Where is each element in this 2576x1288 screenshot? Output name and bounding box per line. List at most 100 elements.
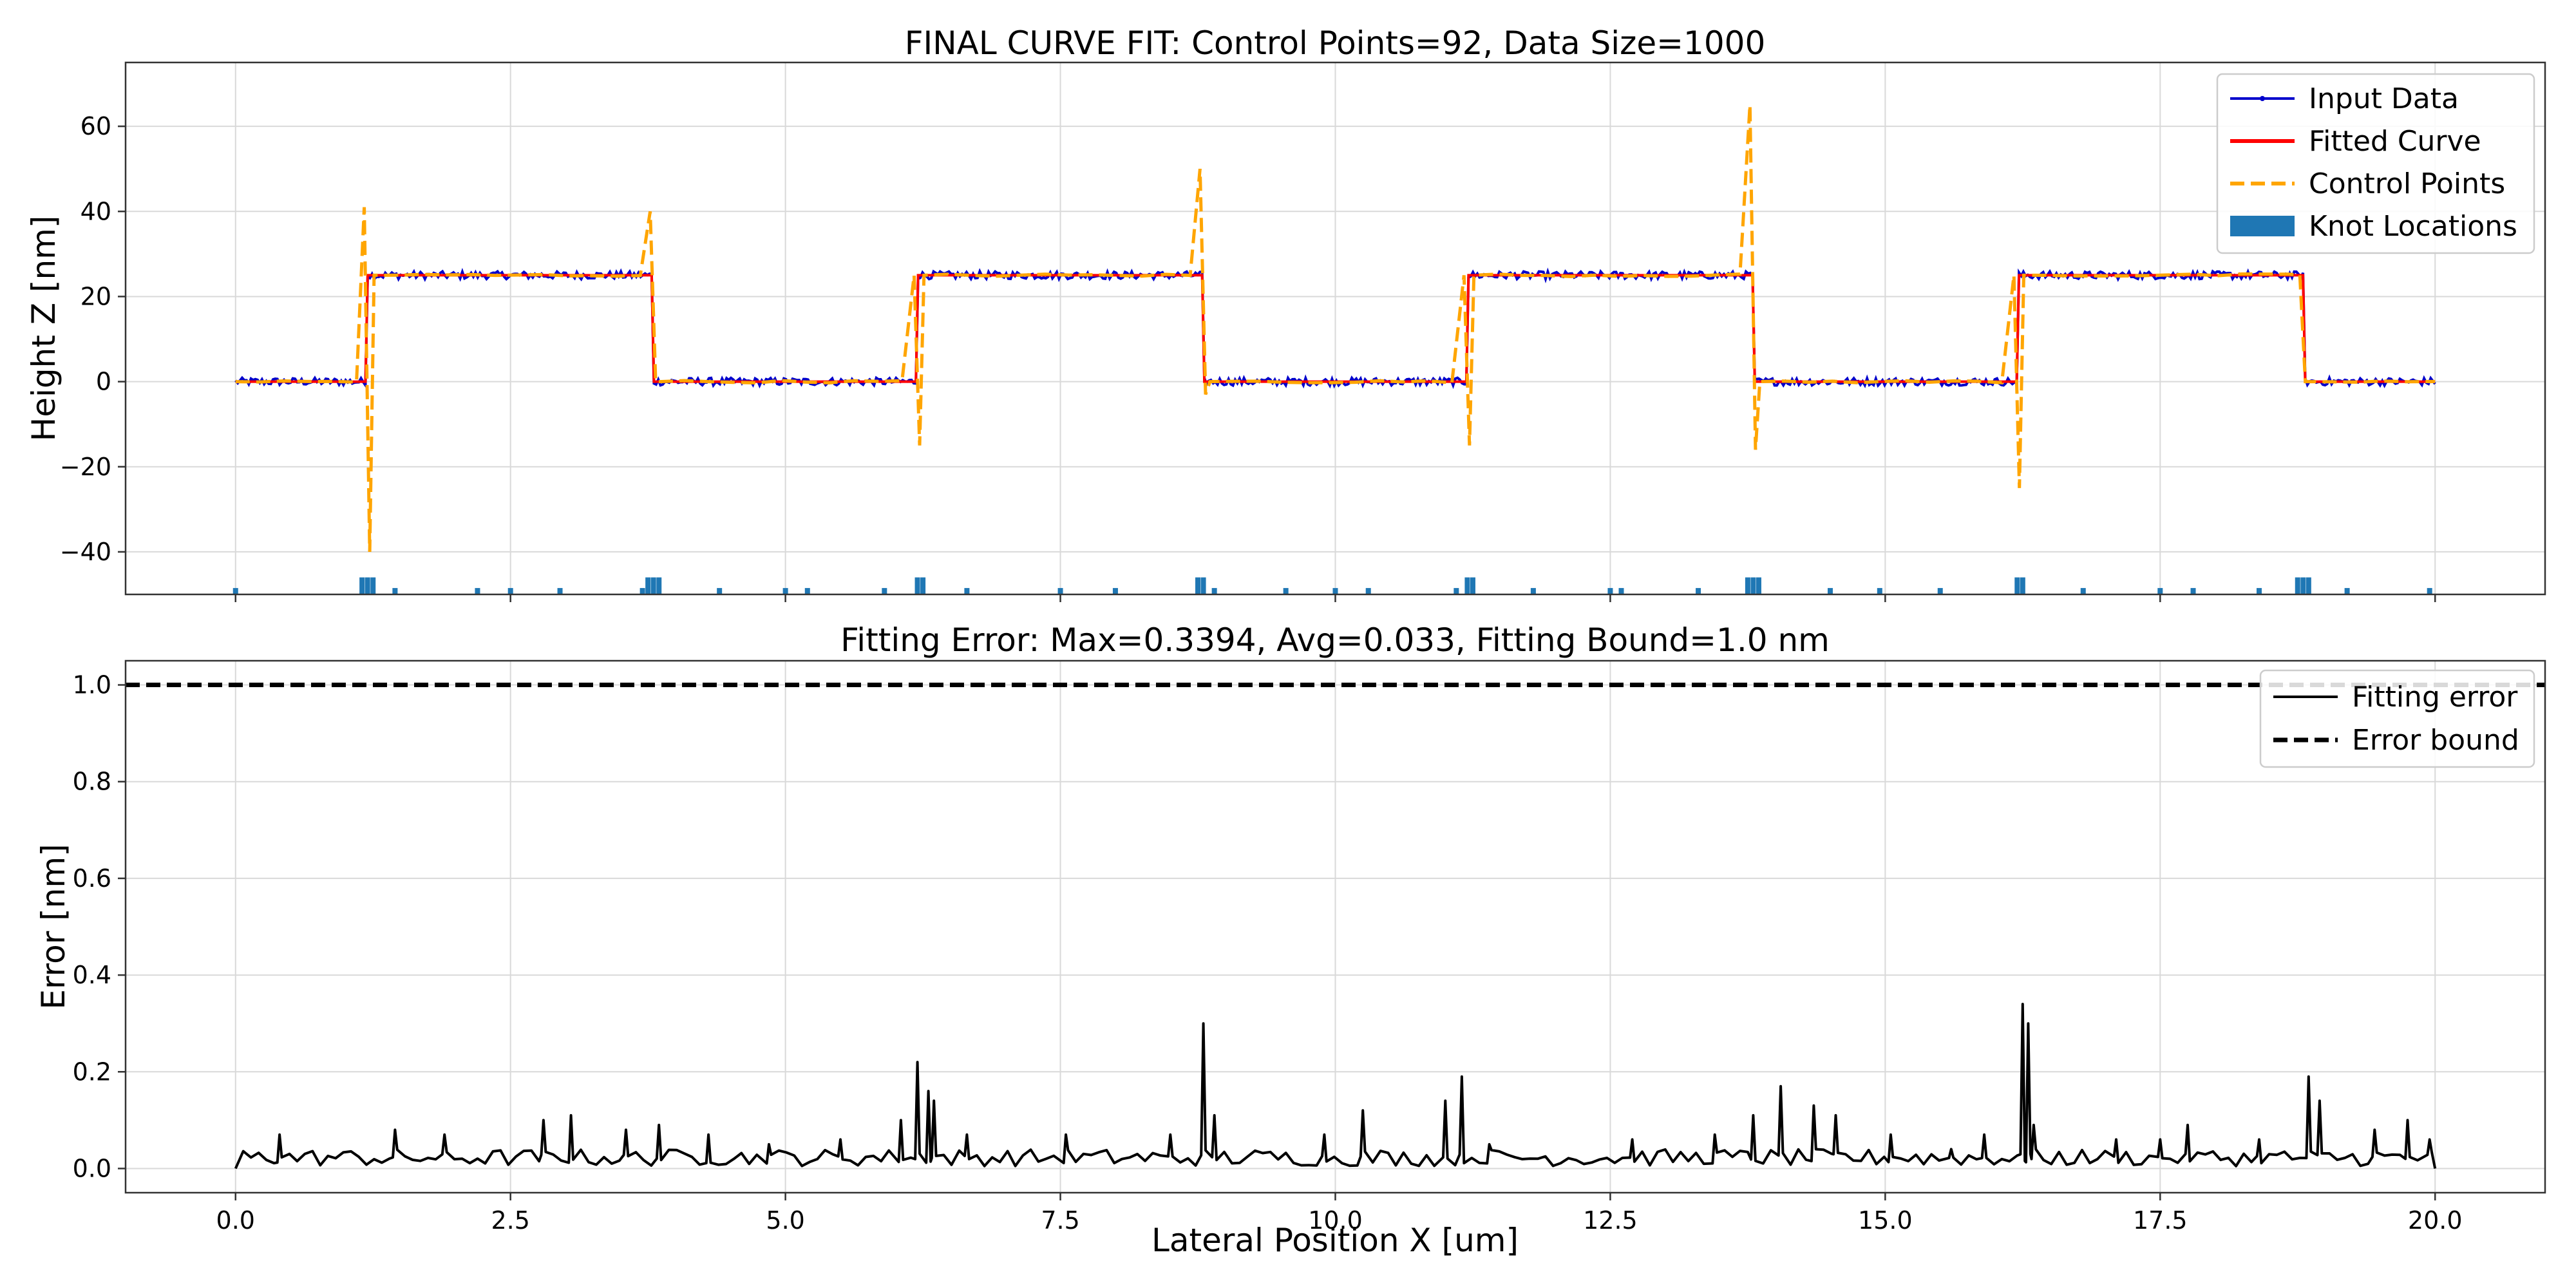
knot-bar	[359, 577, 365, 594]
knot-bar	[645, 577, 651, 594]
error-panel-x-axis-label: Lateral Position X [um]	[1151, 1222, 1519, 1259]
knot-bar	[1332, 588, 1338, 594]
knot-bar	[717, 588, 723, 594]
knot-bar	[964, 588, 970, 594]
knot-bar	[2256, 588, 2262, 594]
fit-panel-y-axis-label: Height Z [nm]	[25, 216, 62, 442]
knot-bar	[1283, 588, 1289, 594]
fit-panel-series	[234, 104, 2436, 552]
y-tick-label: 20	[80, 282, 111, 310]
knot-bar	[656, 577, 662, 594]
fitting-error-line	[234, 1003, 2437, 1170]
knot-bar	[2306, 577, 2311, 594]
error-panel-y-axis-label: Error [nm]	[35, 844, 72, 1009]
knot-bar	[1057, 588, 1063, 594]
error-panel-legend: Fitting error Error bound	[2259, 669, 2535, 768]
knot-bar	[1211, 588, 1217, 594]
y-tick-label: 0.2	[73, 1057, 111, 1086]
knot-bar	[2300, 577, 2306, 594]
knot-bar	[650, 577, 656, 594]
knot-bar	[1470, 577, 1475, 594]
error-legend-box	[2259, 669, 2535, 768]
knot-bars	[232, 577, 2432, 594]
legend-knot-locations-label: Knot Locations	[2309, 210, 2517, 243]
knot-bar	[1618, 588, 1624, 594]
knot-bar	[2020, 577, 2025, 594]
knot-bar	[1827, 588, 1833, 594]
knot-bar	[882, 588, 887, 594]
knot-bar	[1365, 588, 1371, 594]
legend-error-bound-label: Error bound	[2352, 724, 2519, 757]
fit-legend-box	[2216, 73, 2535, 254]
y-tick-label: 0.8	[73, 768, 111, 796]
knot-bar	[1195, 577, 1201, 594]
knot-bar	[370, 577, 376, 594]
knot-bar	[1200, 577, 1206, 594]
x-tick-label: 12.5	[1583, 1206, 1638, 1235]
y-tick-label: 0	[96, 368, 111, 396]
knot-bar	[507, 588, 513, 594]
fit-panel-x-ticks	[234, 594, 2436, 602]
knot-bar	[392, 588, 398, 594]
knot-bar	[639, 588, 645, 594]
x-tick-label: 0.0	[216, 1206, 255, 1235]
knot-bar	[1607, 588, 1613, 594]
x-tick-label: 2.5	[491, 1206, 529, 1235]
knot-bar	[804, 588, 810, 594]
x-tick-label: 17.5	[2133, 1206, 2188, 1235]
knot-bar	[2157, 588, 2163, 594]
knot-bar	[1464, 577, 1470, 594]
fit-panel-title: FINAL CURVE FIT: Control Points=92, Data…	[905, 24, 1766, 62]
knot-bar	[2080, 588, 2086, 594]
y-tick-label: −40	[60, 538, 111, 566]
x-tick-label: 5.0	[766, 1206, 804, 1235]
knot-bar	[475, 588, 480, 594]
x-tick-label: 10.0	[1308, 1206, 1363, 1235]
error-panel-grid	[126, 661, 2545, 1193]
knot-bar	[1454, 588, 1459, 594]
y-tick-label: 60	[80, 112, 111, 140]
knot-bar	[1745, 577, 1750, 594]
y-tick-label: 40	[80, 197, 111, 225]
knot-bar	[2014, 577, 2020, 594]
knot-bar	[557, 588, 563, 594]
legend-fitted-curve-label: Fitted Curve	[2309, 125, 2481, 158]
knot-bar	[1937, 588, 1943, 594]
error-panel-y-ticks: 0.0 0.2 0.4 0.6 0.8 1.0	[73, 671, 126, 1182]
legend-input-data-marker	[2260, 96, 2265, 101]
legend-fitting-error-label: Fitting error	[2352, 681, 2518, 714]
knot-bar	[365, 577, 370, 594]
knot-bar	[1696, 588, 1701, 594]
control-points-line	[235, 104, 2436, 552]
knot-bar	[232, 588, 238, 594]
error-panel-series	[126, 683, 2545, 1170]
y-tick-label: 0.4	[73, 961, 111, 989]
legend-input-data-label: Input Data	[2309, 82, 2459, 115]
fit-panel-y-ticks: −40 −20 0 20 40 60	[60, 112, 126, 566]
y-tick-label: 1.0	[73, 671, 111, 699]
knot-bar	[2427, 588, 2432, 594]
error-panel: Fitting Error: Max=0.3394, Avg=0.033, Fi…	[35, 621, 2546, 1259]
error-panel-x-ticks: 0.0 2.5 5.0 7.5 10.0 12.5 15.0 17.5 20.0	[216, 1193, 2463, 1235]
x-tick-label: 15.0	[1858, 1206, 1913, 1235]
knot-bar	[1750, 577, 1756, 594]
knot-bar	[2190, 588, 2196, 594]
knot-bar	[2344, 588, 2350, 594]
knot-bar	[782, 588, 788, 594]
y-tick-label: 0.6	[73, 864, 111, 893]
knot-bar	[1530, 588, 1536, 594]
y-tick-label: 0.0	[73, 1154, 111, 1182]
fit-panel-legend: Input Data Fitted Curve Control Points K…	[2216, 73, 2535, 254]
legend-control-points-label: Control Points	[2309, 167, 2505, 200]
x-tick-label: 20.0	[2408, 1206, 2463, 1235]
error-panel-title: Fitting Error: Max=0.3394, Avg=0.033, Fi…	[840, 621, 1830, 659]
knot-bar	[2295, 577, 2300, 594]
legend-knot-locations-swatch	[2230, 216, 2295, 236]
knot-bar	[914, 577, 920, 594]
y-tick-label: −20	[60, 453, 111, 481]
knot-bar	[920, 577, 926, 594]
knot-bar	[1112, 588, 1118, 594]
fit-panel: FINAL CURVE FIT: Control Points=92, Data…	[25, 24, 2546, 602]
